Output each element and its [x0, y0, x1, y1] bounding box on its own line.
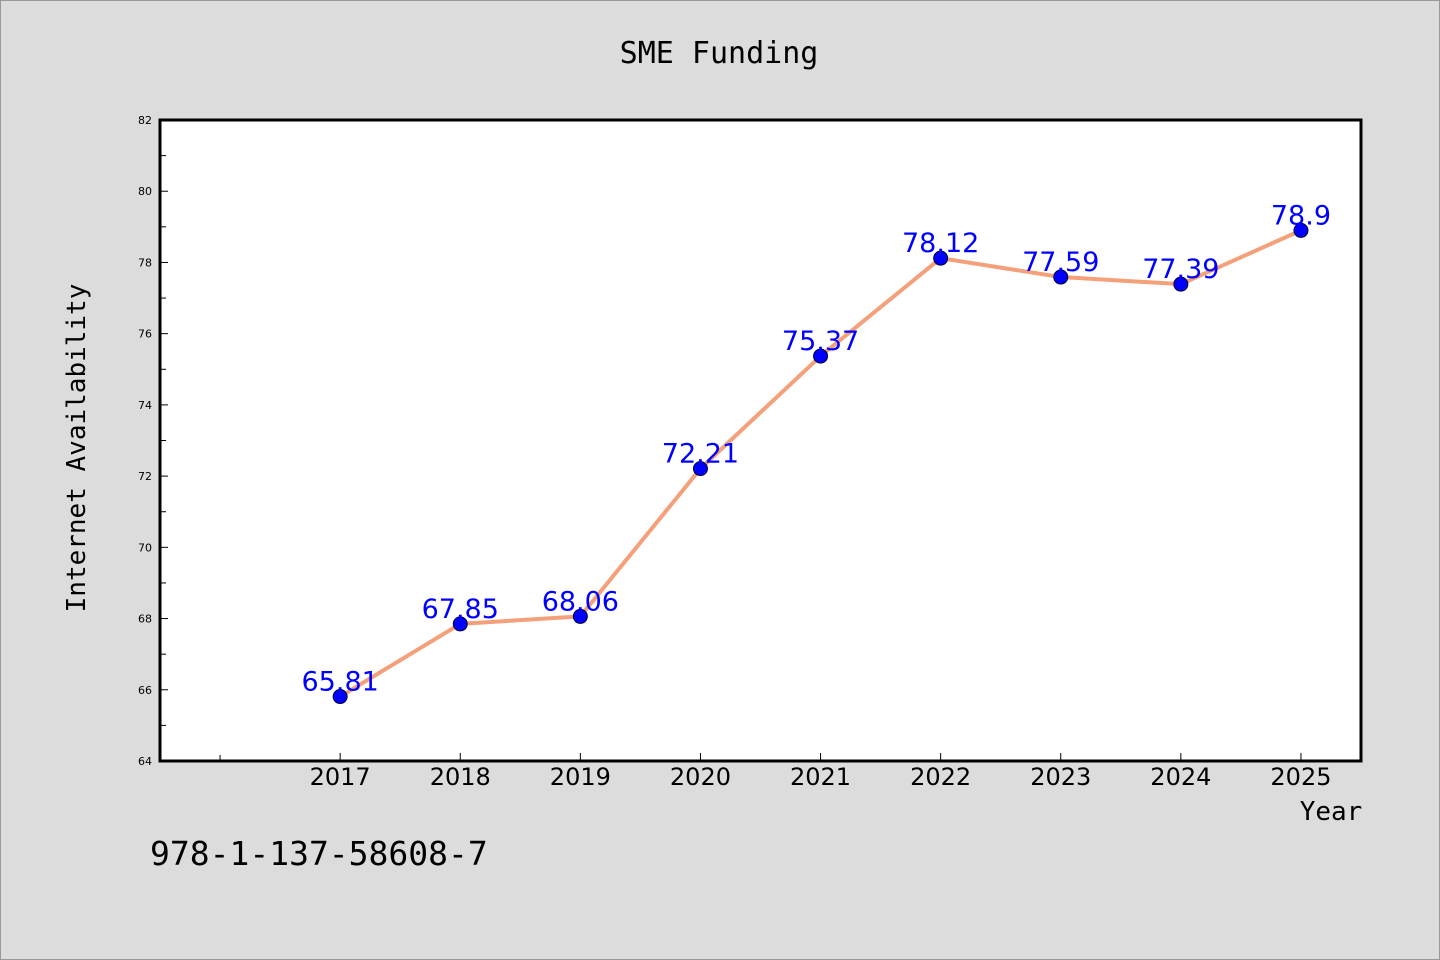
chart-title: SME Funding — [620, 36, 819, 71]
footer-isbn: 978-1-137-58608-7 — [150, 834, 488, 873]
data-label: 65.81 — [302, 667, 379, 698]
y-tick-label: 80 — [138, 185, 152, 198]
data-point — [1053, 269, 1069, 285]
x-tick-label: 2017 — [310, 763, 371, 791]
data-point — [813, 348, 829, 364]
data-point — [452, 616, 468, 632]
data-point — [1293, 222, 1309, 238]
plot-area — [158, 118, 1363, 763]
data-points — [332, 222, 1309, 705]
data-point — [1173, 276, 1189, 292]
y-tick-label: 66 — [138, 684, 152, 697]
x-axis-label: Year — [1300, 797, 1363, 827]
data-label: 72.21 — [662, 439, 739, 470]
y-tick-label: 78 — [138, 256, 152, 269]
data-label: 78.9 — [1271, 200, 1331, 231]
y-tick-label: 68 — [138, 613, 152, 626]
data-label: 78.12 — [902, 228, 979, 259]
y-tick-label: 70 — [138, 541, 152, 554]
y-tick-label: 74 — [138, 399, 152, 412]
data-label: 77.39 — [1142, 254, 1219, 285]
y-tick-label: 64 — [138, 755, 152, 768]
y-tick-label: 82 — [138, 114, 152, 127]
x-tick-label: 2024 — [1150, 763, 1211, 791]
x-tick-label: 2025 — [1270, 763, 1331, 791]
x-tick-label: 2022 — [910, 763, 971, 791]
x-tick-label: 2023 — [1030, 763, 1091, 791]
y-tick-label: 72 — [138, 470, 152, 483]
y-axis: 64 66 68 70 72 74 76 78 80 82 — [138, 114, 168, 768]
data-point — [933, 250, 949, 266]
data-labels: 65.81 67.85 68.06 72.21 75.37 78.12 77.59 77.39… — [302, 200, 1332, 697]
x-tick-label: 2018 — [430, 763, 491, 791]
data-point — [572, 608, 588, 624]
data-label: 77.59 — [1022, 247, 1099, 278]
data-label: 67.85 — [422, 594, 499, 625]
x-tick-label: 2020 — [670, 763, 731, 791]
data-label: 75.37 — [782, 326, 859, 357]
data-point — [332, 689, 348, 705]
data-point — [692, 461, 708, 477]
data-label: 68.06 — [542, 586, 619, 617]
x-axis: 2017 2018 2019 2020 2021 2022 2023 2024 2025 — [219, 753, 1331, 791]
x-tick-label: 2019 — [550, 763, 611, 791]
x-tick-label: 2021 — [790, 763, 851, 791]
y-tick-label: 76 — [138, 328, 152, 341]
y-axis-label: Internet Availability — [62, 284, 92, 613]
